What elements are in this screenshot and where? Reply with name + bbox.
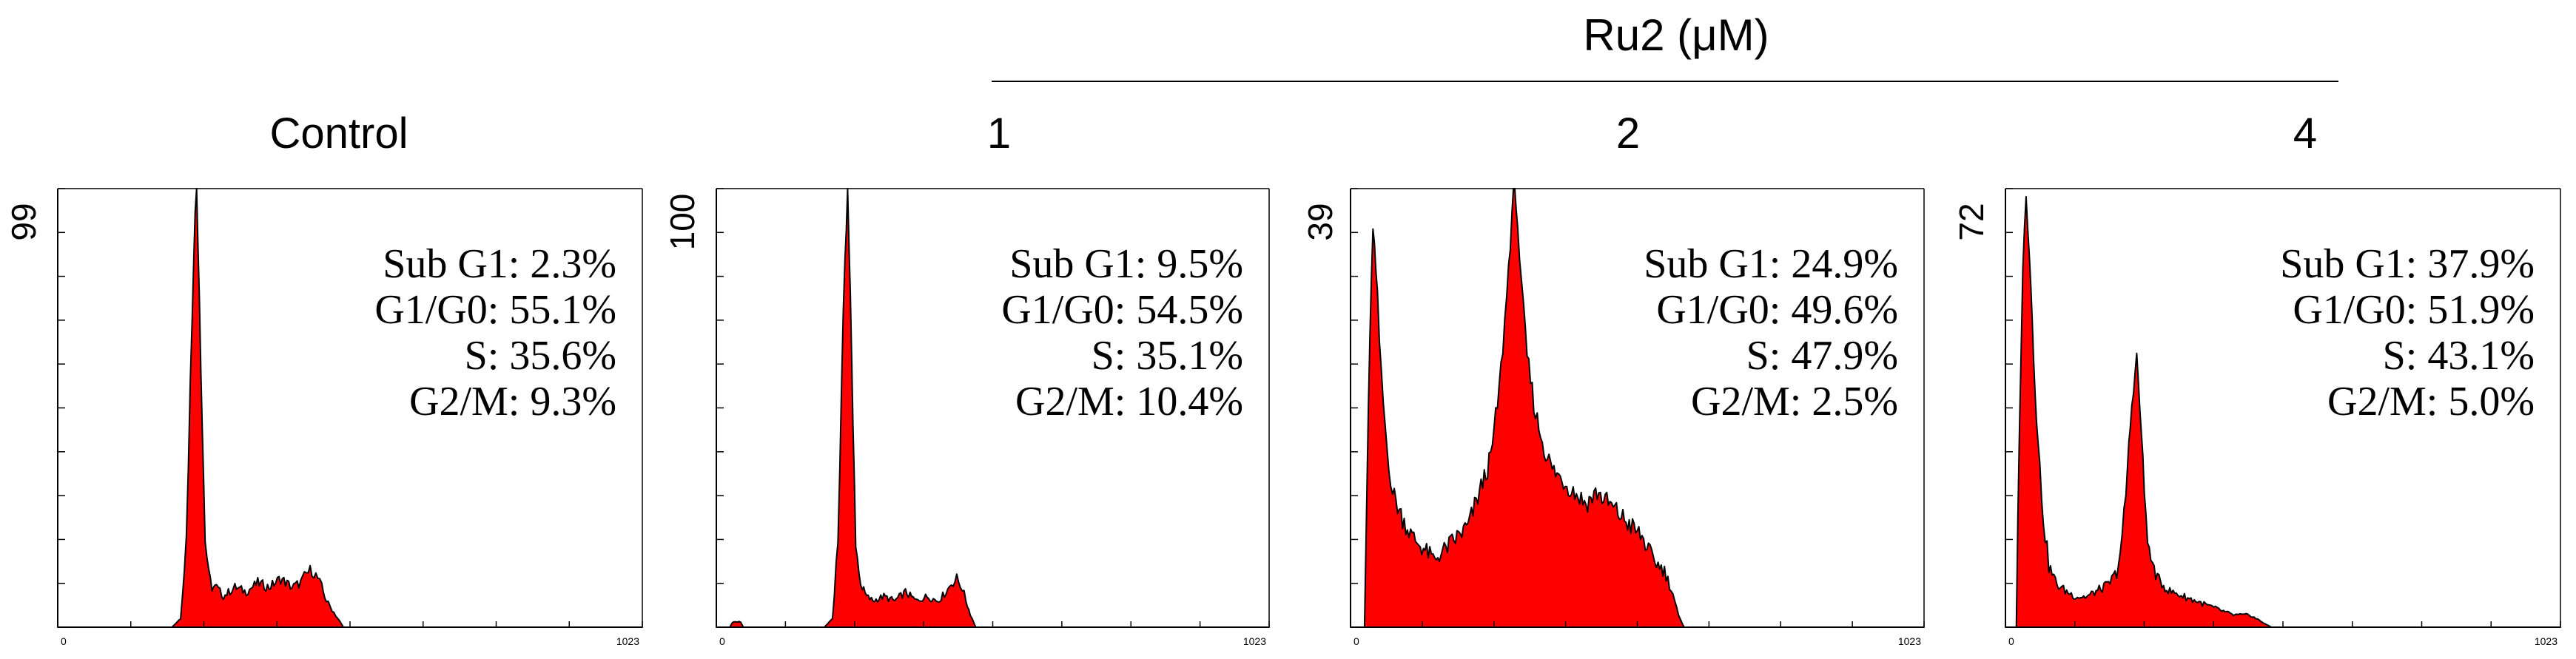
histogram-panel-2: 1 100 0 1023 Sub G1: 9.5%G1/G0: 54.5%S: 35.1… [663,109,1270,647]
stat-label: G1/G0: 54.5% [1001,287,1243,333]
x-max-label: 1023 [616,635,639,647]
x-max-label: 1023 [2535,635,2557,647]
stat-label: G1/G0: 51.9% [2293,287,2535,333]
stat-label: G2/M: 2.5% [1691,379,1898,425]
stat-label: Sub G1: 24.9% [1644,241,1898,287]
y-max-label: 72 [1952,203,1991,240]
x-min-label: 0 [2008,635,2014,647]
stat-label: G1/G0: 55.1% [374,287,616,333]
histogram-panel-4: 4 72 0 1023 Sub G1: 37.9%G1/G0: 51.9%S: 43.1… [1952,109,2561,647]
panel-title: 2 [1616,109,1640,158]
group-label: Ru2 (μM) [1583,10,1769,60]
stat-label: G2/M: 5.0% [2327,379,2535,425]
stat-label: S: 35.1% [1092,333,1243,379]
y-max-label: 39 [1301,203,1339,240]
x-min-label: 0 [61,635,67,647]
x-max-label: 1023 [1898,635,1921,647]
stat-label: Sub G1: 2.3% [383,241,616,287]
stat-label: G2/M: 10.4% [1015,379,1243,425]
panel-title: 4 [2293,109,2317,158]
stat-label: Sub G1: 37.9% [2280,241,2535,287]
x-min-label: 0 [1353,635,1359,647]
x-max-label: 1023 [1243,635,1266,647]
stat-label: S: 35.6% [465,333,616,379]
stat-label: G2/M: 9.3% [409,379,616,425]
stat-label: S: 43.1% [2383,333,2535,379]
x-min-label: 0 [719,635,725,647]
histogram-panel-1: Control 99 0 1023 Sub G1: 2.3%G1/G0: 55.1%S:… [4,109,643,647]
y-max-label: 99 [4,203,43,240]
y-max-label: 100 [663,194,702,251]
histogram-panel-3: 2 39 0 1023 Sub G1: 24.9%G1/G0: 49.6%S: 47.9… [1301,109,1925,647]
stat-label: G1/G0: 49.6% [1656,287,1898,333]
stat-label: Sub G1: 9.5% [1009,241,1243,287]
stat-label: S: 47.9% [1746,333,1898,379]
panel-title: 1 [987,109,1011,158]
panel-title: Control [270,109,408,158]
